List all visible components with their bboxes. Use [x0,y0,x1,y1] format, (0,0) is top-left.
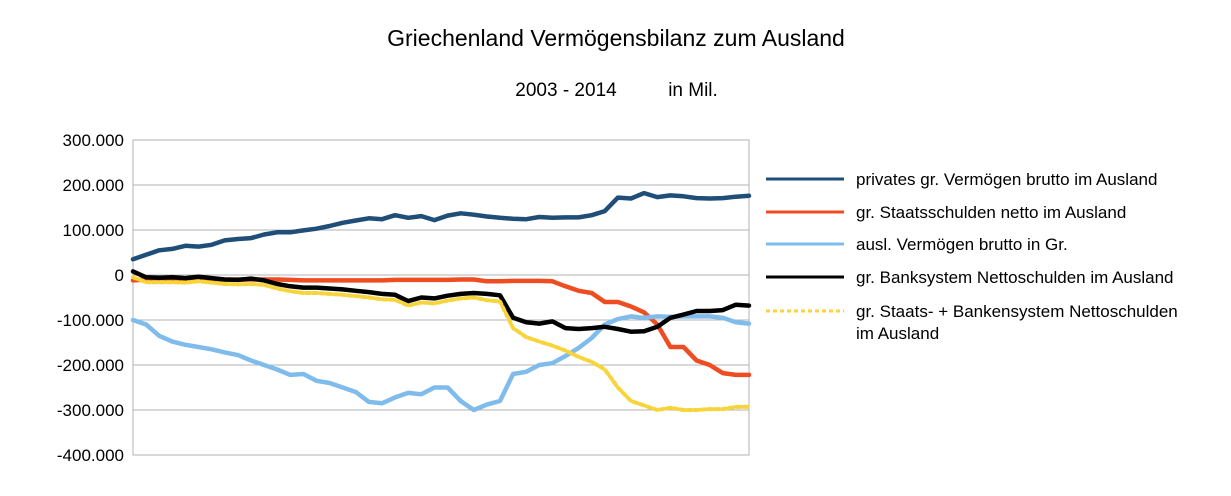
series-line-3 [130,314,752,413]
y-tick-label: 100.000 [63,221,124,240]
series-line-1 [130,190,752,262]
gridlines [133,139,749,456]
y-axis-ticks: 300.000 200.000 100.000 0 -100.000 -200.000 -3… [57,131,124,465]
y-tick-label: 200.000 [63,176,124,195]
y-tick-label: 0 [115,266,124,285]
series-line-5 [131,275,751,412]
series-line-4 [130,269,752,334]
chart-title: Griechenland Vermögensbilanz zum Ausland [387,25,845,51]
plot-area-frame [132,139,750,456]
y-tick-label: -200.000 [57,356,124,375]
y-tick-label: -400.000 [57,446,124,465]
legend-label-5: gr. Staats- + Bankensystem Nettoschulden… [856,302,1178,343]
legend-label-2: gr. Staatsschulden netto im Ausland [856,203,1126,222]
series-lines [130,190,752,413]
chart-unit: in Mil. [668,80,718,101]
y-tick-label: -100.000 [57,311,124,330]
legend-label-1: privates gr. Vermögen brutto im Ausland [856,170,1157,189]
legend-label-4: gr. Banksystem Nettoschulden im Ausland [856,268,1174,287]
chart-period: 2003 - 2014 [515,80,617,101]
y-tick-label: -300.000 [57,401,124,420]
legend-label-3: ausl. Vermögen brutto in Gr. [856,235,1068,254]
legend: privates gr. Vermögen brutto im Ausland g… [766,170,1178,343]
y-tick-label: 300.000 [63,131,124,150]
